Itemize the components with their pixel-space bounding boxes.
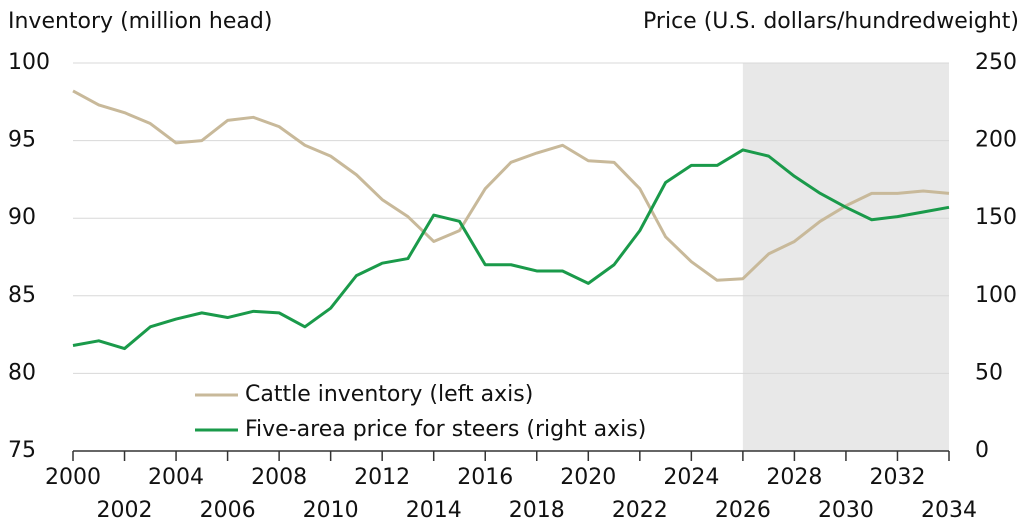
x-tick-label: 2010 — [303, 498, 359, 523]
legend-label: Cattle inventory (left axis) — [245, 382, 533, 407]
y2-tick-label: 0 — [975, 438, 989, 463]
legend-label: Five-area price for steers (right axis) — [245, 417, 646, 442]
x-tick-label: 2016 — [457, 465, 513, 490]
x-tick-label: 2004 — [148, 465, 204, 490]
y-tick-label: 85 — [8, 283, 36, 308]
series-line — [72, 148, 950, 351]
series-line — [72, 89, 950, 282]
y-tick-label: 75 — [8, 438, 36, 463]
x-tick-label: 2014 — [406, 498, 462, 523]
y-tick-label: 95 — [8, 128, 36, 153]
x-tick-label: 2030 — [818, 498, 874, 523]
x-tick-label: 2006 — [200, 498, 256, 523]
y2-tick-label: 200 — [975, 128, 1017, 153]
x-tick-label: 2020 — [560, 465, 616, 490]
x-tick-label: 2028 — [766, 465, 822, 490]
x-tick-label: 2026 — [715, 498, 771, 523]
x-tick-label: 2032 — [869, 465, 925, 490]
x-tick-label: 2022 — [612, 498, 668, 523]
y2-tick-label: 250 — [975, 50, 1017, 75]
x-tick-label: 2000 — [45, 465, 101, 490]
x-tick-label: 2008 — [251, 465, 307, 490]
x-tick-label: 2018 — [509, 498, 565, 523]
y2-tick-label: 100 — [975, 283, 1017, 308]
x-tick-label: 2024 — [663, 465, 719, 490]
forecast-shade — [742, 63, 949, 451]
y2-tick-label: 50 — [975, 360, 1003, 385]
y-axis-label: Inventory (million head) — [8, 9, 272, 34]
y-tick-label: 90 — [8, 205, 36, 230]
x-tick-label: 2034 — [921, 498, 977, 523]
x-tick-label: 2012 — [354, 465, 410, 490]
y-tick-label: 100 — [8, 50, 50, 75]
y2-axis-label: Price (U.S. dollars/hundredweight) — [643, 9, 1019, 34]
x-tick-label: 2002 — [97, 498, 153, 523]
y2-tick-label: 150 — [975, 205, 1017, 230]
y-tick-label: 80 — [8, 360, 36, 385]
